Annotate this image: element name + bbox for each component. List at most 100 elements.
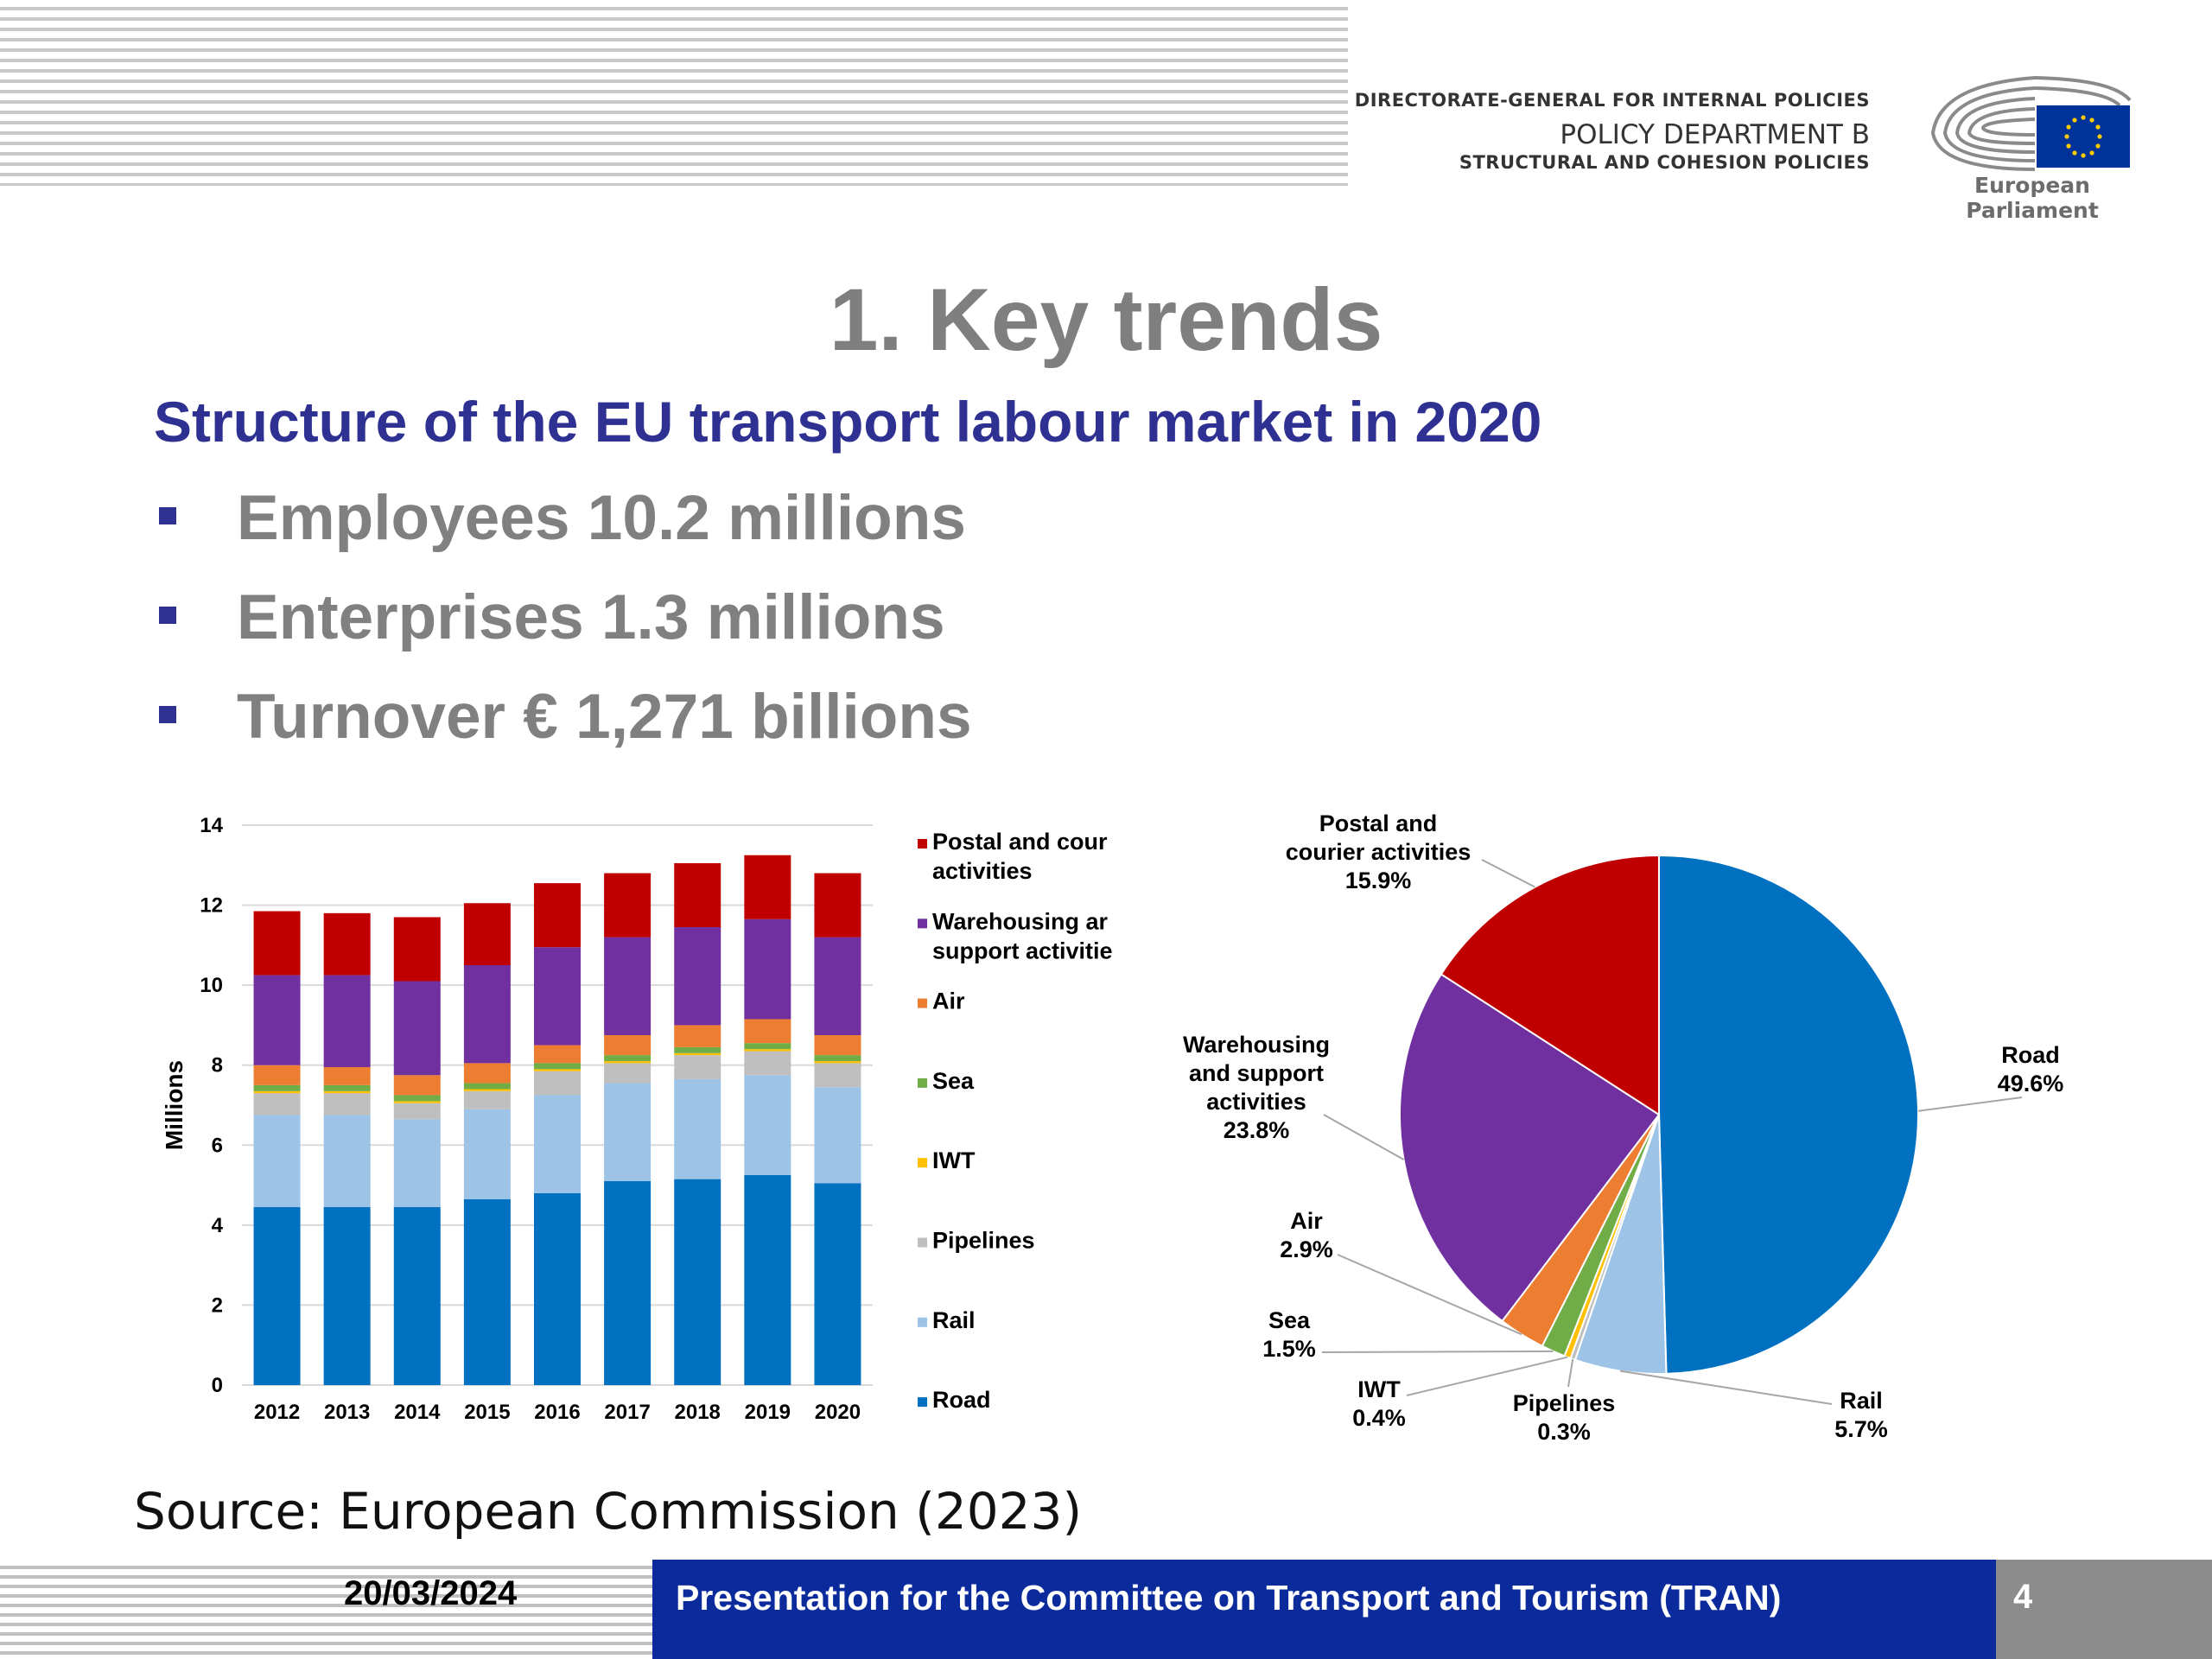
european-parliament-logo <box>1930 76 2132 171</box>
bar-segment <box>744 855 791 919</box>
legend-swatch <box>918 1237 927 1248</box>
x-tick-label: 2016 <box>534 1401 580 1424</box>
pie-data-label: IWT <box>1357 1376 1401 1402</box>
bar-segment <box>393 981 441 1076</box>
bar-segment <box>463 1090 511 1109</box>
bar-segment <box>814 1063 861 1088</box>
bar-segment <box>604 1061 652 1064</box>
bar-segment <box>253 1093 301 1116</box>
x-tick-label: 2014 <box>394 1401 441 1424</box>
pie-data-label: activities <box>1206 1089 1306 1115</box>
bar-segment <box>534 947 581 1046</box>
legend-label: Sea <box>932 1068 975 1094</box>
legend-swatch <box>918 998 927 1008</box>
bar-segment <box>814 1035 861 1056</box>
y-tick-label: 12 <box>200 894 223 918</box>
bar-segment <box>463 1109 511 1199</box>
pie-data-label: 15.9% <box>1345 868 1412 893</box>
y-axis-label: Millions <box>161 1060 188 1150</box>
bar-segment <box>744 1075 791 1175</box>
pie-data-label: 1.5% <box>1262 1336 1316 1362</box>
bar-segment <box>534 1045 581 1064</box>
header-stripes <box>0 0 1348 186</box>
bar-segment <box>604 1063 652 1084</box>
footer-date: 20/03/2024 <box>344 1574 518 1612</box>
x-tick-label: 2020 <box>815 1401 861 1424</box>
leader-line <box>1481 859 1535 888</box>
department-label: POLICY DEPARTMENT B <box>1560 119 1870 150</box>
legend-label: Air <box>932 988 965 1014</box>
bar-segment <box>253 1065 301 1085</box>
bar-segment <box>814 1061 861 1064</box>
pie-data-label: 0.4% <box>1352 1405 1406 1431</box>
pie-data-label: 2.9% <box>1280 1236 1333 1262</box>
bar-segment <box>534 1192 581 1385</box>
bullet-text: Enterprises 1.3 millions <box>237 582 945 652</box>
bar-segment <box>604 1083 652 1181</box>
bar-segment <box>393 1095 441 1102</box>
bar-segment <box>674 1078 721 1179</box>
bar-segment <box>323 1090 371 1094</box>
x-tick-label: 2012 <box>254 1401 300 1424</box>
stacked-bar-chart: 0 2 4 6 8 10 12 14 Millions 2012 2013 2014 2015 2016 2… <box>161 814 1113 1424</box>
legend-label: Warehousing ar <box>932 908 1109 934</box>
bar-segment <box>814 1183 861 1385</box>
bar-segment <box>393 1075 441 1096</box>
x-tick-label: 2019 <box>745 1401 791 1424</box>
leader-line <box>1323 1114 1405 1160</box>
bar-segment <box>323 912 371 976</box>
legend-label: activities <box>932 858 1033 884</box>
pie-data-label: Pipelines <box>1513 1390 1616 1416</box>
x-tick-label: 2015 <box>464 1401 510 1424</box>
leader-line <box>1321 1350 1554 1353</box>
bar-segment <box>534 1063 581 1070</box>
bar-segment <box>744 918 791 1020</box>
bar-segment <box>323 1093 371 1116</box>
pie-data-label: Sea <box>1268 1307 1311 1333</box>
legend-label: Rail <box>932 1307 976 1333</box>
leader-line <box>1917 1096 2023 1112</box>
bar-segment <box>674 862 721 928</box>
bullet-square-icon <box>159 507 176 524</box>
bar-segment <box>393 1119 441 1208</box>
bullet-square-icon <box>159 607 176 624</box>
bar-segment <box>393 1103 441 1120</box>
bar-segment <box>744 1049 791 1052</box>
directorate-label: DIRECTORATE-GENERAL FOR INTERNAL POLICIE… <box>1354 90 1870 111</box>
bar-segment <box>744 1019 791 1044</box>
bar-segment <box>323 1115 371 1208</box>
pie-data-label: Road <box>2001 1042 2060 1068</box>
logo-caption: European Parliament <box>1966 173 2099 223</box>
legend-label: support activitie <box>932 938 1113 963</box>
bar-segment <box>323 1084 371 1091</box>
bar-segment <box>604 1035 652 1056</box>
legend-swatch <box>918 1077 927 1088</box>
leader-line <box>1619 1370 1833 1405</box>
bar-segment <box>463 1198 511 1385</box>
bar-segment <box>253 911 301 976</box>
y-tick-label: 10 <box>200 974 223 997</box>
page-number-box: 4 <box>1996 1560 2212 1659</box>
slide-subtitle: Structure of the EU transport labour mar… <box>154 390 1542 454</box>
leader-line <box>1337 1254 1522 1336</box>
pie-data-label: 49.6% <box>1998 1071 2064 1096</box>
bar-segment <box>463 1089 511 1091</box>
bullet-item: Enterprises 1.3 millions <box>154 579 972 678</box>
y-tick-label: 6 <box>212 1134 223 1157</box>
bar-segment <box>674 1052 721 1056</box>
legend-swatch <box>918 1317 927 1327</box>
legend-swatch <box>918 839 927 849</box>
pie-data-label: 23.8% <box>1224 1117 1290 1143</box>
bar-segment <box>814 873 861 938</box>
bar-segment <box>534 883 581 948</box>
department-sub-label: STRUCTURAL AND COHESION POLICIES <box>1459 152 1870 173</box>
y-tick-label: 8 <box>212 1054 223 1077</box>
bar-segment <box>393 917 441 982</box>
bar-segment <box>534 1069 581 1071</box>
bar-segment <box>604 873 652 938</box>
pie-data-label: Postal and <box>1319 810 1438 836</box>
legend-swatch <box>918 1158 927 1168</box>
pie-data-label: and support <box>1189 1060 1324 1086</box>
